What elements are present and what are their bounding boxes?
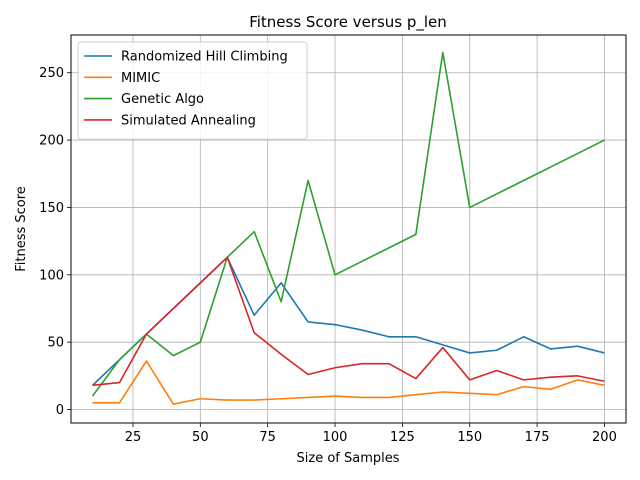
chart-title: Fitness Score versus p_len — [249, 13, 447, 32]
legend-label: Genetic Algo — [121, 92, 204, 107]
legend: Randomized Hill Climbing MIMIC Genetic Alg… — [77, 41, 308, 140]
y-tick-label: 100 — [39, 268, 64, 283]
x-tick-label: 100 — [323, 430, 348, 445]
y-tick-label: 0 — [56, 403, 64, 418]
legend-box — [77, 41, 308, 140]
plot-frame — [70, 34, 627, 424]
legend-label: Randomized Hill Climbing — [121, 50, 288, 65]
x-tick-label: 25 — [125, 430, 142, 445]
series-line-mimic — [92, 360, 605, 405]
x-tick-label: 175 — [525, 430, 550, 445]
series-line-genetic-algo — [91, 51, 605, 397]
legend-label: MIMIC — [121, 71, 160, 86]
x-tick-label: 125 — [390, 430, 415, 445]
legend-label: Simulated Annealing — [121, 113, 256, 128]
x-tick-label: 150 — [457, 430, 482, 445]
y-axis-title: Fitness Score — [14, 186, 29, 272]
x-axis-title: Size of Samples — [297, 451, 400, 466]
y-tick-label: 50 — [47, 336, 64, 351]
y-tick-label: 250 — [39, 66, 64, 81]
axis-ticks: 25 50 75 100 125 150 175 200 0 50 100 150 200 250 — [39, 66, 617, 445]
x-tick-label: 200 — [592, 430, 617, 445]
y-tick-label: 150 — [39, 201, 64, 216]
series-lines — [91, 51, 605, 405]
x-tick-label: 75 — [259, 430, 276, 445]
y-tick-label: 200 — [39, 134, 64, 149]
x-tick-label: 50 — [192, 430, 209, 445]
series-line-simulated-annealing — [92, 256, 605, 387]
